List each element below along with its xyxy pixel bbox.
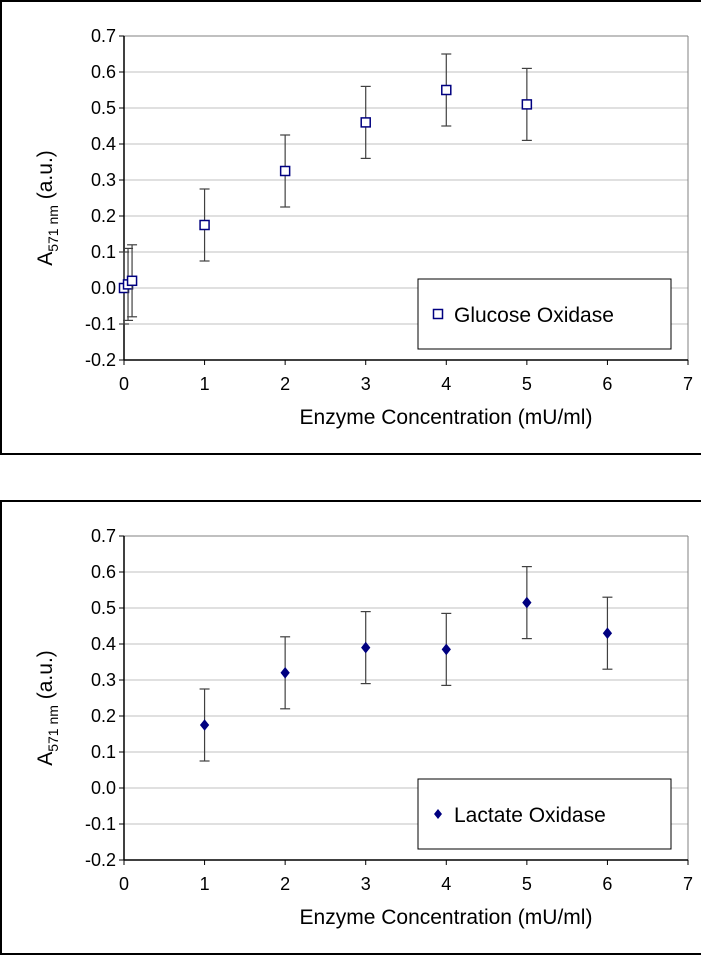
y-tick-label: 0.1 (91, 242, 116, 262)
x-tick-label: 5 (522, 874, 532, 894)
legend-box (417, 778, 672, 850)
y-axis-title: A571 nm (a.u.) (34, 150, 61, 266)
y-tick-label: -0.2 (85, 850, 116, 870)
data-point (199, 219, 210, 231)
y-tick-label: 0.5 (91, 598, 116, 618)
data-point (602, 627, 613, 640)
y-tick-label: -0.2 (85, 350, 116, 370)
x-tick-label: 7 (683, 374, 693, 394)
data-point (441, 84, 452, 96)
x-tick-label: 4 (441, 374, 451, 394)
y-tick-label: 0.6 (91, 62, 116, 82)
legend-marker (432, 308, 444, 320)
y-tick-label: -0.1 (85, 814, 116, 834)
y-tick-label: -0.1 (85, 314, 116, 334)
y-axis-title-unit: (a.u.) (34, 150, 57, 205)
legend-label: Lactate Oxidase (454, 804, 606, 827)
x-axis-title: Enzyme Concentration (mU/ml) (300, 906, 593, 929)
x-tick-label: 0 (119, 874, 129, 894)
x-tick-label: 0 (119, 374, 129, 394)
x-tick-label: 3 (361, 374, 371, 394)
y-axis-title-main: A (34, 752, 57, 766)
y-tick-label: 0.2 (91, 206, 116, 226)
x-tick-label: 7 (683, 874, 693, 894)
y-tick-label: 0.0 (91, 778, 116, 798)
y-axis-title-main: A (34, 252, 57, 266)
data-point (360, 117, 371, 128)
legend-label: Glucose Oxidase (454, 304, 614, 327)
legend-marker (434, 809, 442, 819)
x-tick-label: 5 (522, 374, 532, 394)
legend-box (417, 278, 672, 350)
y-axis-title-subscript: 571 nm (45, 205, 61, 252)
y-tick-label: 0.4 (91, 634, 116, 654)
chart-lactate-oxidase: 0.7 0.6 0.5 0.4 0.3 0.2 0.1 0.0 -0.1 -0.20 1 2 3 4 5 6 7… (34, 526, 693, 929)
data-point (522, 596, 532, 609)
data-point (280, 666, 290, 679)
x-tick-label: 2 (280, 874, 290, 894)
y-axis-title: A571 nm (a.u.) (34, 650, 61, 766)
y-tick-label: 0.2 (91, 706, 116, 726)
data-point (199, 719, 210, 731)
y-tick-label: 0.7 (91, 526, 116, 546)
y-tick-label: 0.4 (91, 134, 116, 154)
x-tick-label: 4 (441, 874, 451, 894)
data-point (279, 165, 291, 177)
chart-glucose-oxidase: 0.7 0.6 0.5 0.4 0.3 0.2 0.1 0.0 -0.1 -0.20 1 2 3 4 5 6 7… (34, 26, 693, 429)
x-tick-label: 2 (280, 374, 290, 394)
data-point (441, 643, 451, 656)
x-tick-label: 1 (200, 374, 210, 394)
y-tick-label: 0.3 (91, 170, 116, 190)
y-axis-title-unit: (a.u.) (34, 650, 57, 705)
y-tick-label: 0.6 (91, 562, 116, 582)
data-point (361, 641, 371, 654)
y-tick-label: 0.0 (91, 278, 116, 298)
chart-panel-glucose: 0.7 0.6 0.5 0.4 0.3 0.2 0.1 0.0 -0.1 -0.2 0 1 2 3 4 5 6 7… (0, 0, 701, 455)
x-tick-label: 6 (602, 874, 612, 894)
x-axis-title: Enzyme Concentration (mU/ml) (300, 406, 593, 429)
y-tick-label: 0.1 (91, 742, 116, 762)
y-tick-label: 0.5 (91, 98, 116, 118)
x-tick-label: 6 (602, 374, 612, 394)
x-tick-label: 3 (361, 874, 371, 894)
x-tick-label: 1 (200, 874, 210, 894)
y-tick-label: 0.3 (91, 670, 116, 690)
y-tick-label: 0.7 (91, 26, 116, 46)
chart-panel-lactate: 0.7 0.6 0.5 0.4 0.3 0.2 0.1 0.0 -0.1 -0.2 0 1 2 3 4 5 6 7… (0, 500, 701, 955)
data-point (126, 275, 138, 287)
y-axis-title-subscript: 571 nm (45, 705, 61, 752)
data-point (521, 99, 533, 110)
